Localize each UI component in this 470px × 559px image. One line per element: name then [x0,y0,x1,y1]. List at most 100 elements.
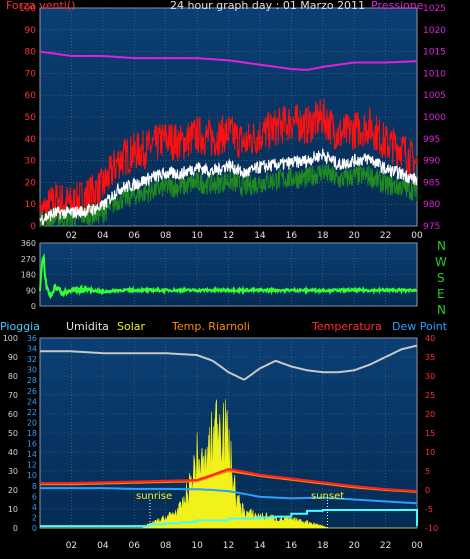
temp-ytick-20: 20 [425,410,435,419]
pressure-label: Pressione [371,0,424,12]
solar-series [40,399,417,529]
humidity-ytick-100: 100 [3,334,18,343]
rain-ytick-0: 0 [32,524,37,533]
wind-ytick-100: 100 [19,4,36,14]
humidity-ytick-40: 40 [8,448,18,457]
rain-ytick-24: 24 [27,397,37,406]
wind-xtick-00: 00 [411,231,423,241]
rain-ytick-8: 8 [32,482,37,491]
pressure-ytick-990: 990 [423,157,440,167]
humidity-series [40,344,418,381]
humidity-ytick-0: 0 [13,524,18,533]
sunset-label: sunset [311,491,345,502]
temp-ytick--10: -10 [425,524,438,533]
compass-n-top: N [437,239,446,253]
humidity-ytick-80: 80 [8,372,18,381]
climate-xtick-20: 20 [348,541,360,551]
rain-ytick-28: 28 [27,376,37,385]
wind-xtick-14: 14 [254,231,266,241]
direction-ytick-270: 270 [21,255,36,264]
pressure-ytick-1000: 1000 [423,113,446,123]
temp-ytick-35: 35 [425,353,435,362]
temp-ytick-40: 40 [425,334,435,343]
solar-label: Solar [117,320,146,333]
wind-ytick-60: 60 [25,91,37,101]
pressure-ytick-1015: 1015 [423,48,446,58]
pressure-ytick-1010: 1010 [423,69,446,79]
rain-label: Pioggia [0,320,40,333]
compass-e: E [437,287,445,301]
direction-ytick-90: 90 [26,286,36,295]
chart-title: 24 hour graph day : 01 Marzo 2011 [170,0,366,12]
climate-xtick-18: 18 [317,541,329,551]
wind-xtick-06: 06 [129,231,141,241]
direction-ytick-180: 180 [21,271,36,280]
wind-xtick-18: 18 [317,231,329,241]
humidity-ytick-50: 50 [8,429,18,438]
wind-gust-series [39,98,418,227]
wind-ytick-50: 50 [25,113,37,123]
wind-speed-series [39,148,418,226]
rain-ytick-32: 32 [27,355,37,364]
climate-xtick-10: 10 [191,541,203,551]
humidity-ytick-30: 30 [8,467,18,476]
temp-ytick-30: 30 [425,372,435,381]
humidity-ytick-20: 20 [8,486,18,495]
rain-ytick-6: 6 [32,492,37,501]
temp-ytick-0: 0 [425,486,430,495]
dewpoint-series [40,487,418,505]
wind-xtick-04: 04 [97,231,109,241]
wind-ytick-90: 90 [25,26,37,36]
climate-xtick-02: 02 [66,541,77,551]
rain-ytick-34: 34 [27,345,37,354]
climate-xtick-14: 14 [254,541,266,551]
rain-ytick-16: 16 [27,440,37,449]
pressure-ytick-985: 985 [423,178,440,188]
temp-ytick--5: -5 [425,505,433,514]
rain-ytick-14: 14 [27,450,37,459]
rain-ytick-2: 2 [32,513,37,522]
temp-ytick-25: 25 [425,391,435,400]
rain-ytick-12: 12 [27,461,37,470]
pressure-ytick-995: 995 [423,135,440,145]
wind-ytick-40: 40 [25,135,37,145]
compass-s: S [437,271,445,285]
rain-ytick-22: 22 [27,408,37,417]
humidity-ytick-70: 70 [8,391,18,400]
rain-ytick-18: 18 [27,429,37,438]
rain-ytick-10: 10 [27,471,37,480]
humidity-ytick-10: 10 [8,505,18,514]
climate-xtick-22: 22 [380,541,391,551]
rain-series [40,508,418,528]
wind-ytick-30: 30 [25,157,37,167]
rain-ytick-30: 30 [27,366,37,375]
compass-n-bottom: N [437,303,446,317]
wind-xtick-08: 08 [160,231,172,241]
pressure-ytick-1005: 1005 [423,91,446,101]
temp-ytick-10: 10 [425,448,435,457]
direction-plot-area [39,242,418,307]
rain-ytick-4: 4 [32,503,37,512]
pressure-series [39,50,418,71]
climate-xtick-16: 16 [286,541,298,551]
temperature-label: Temperatura [312,320,382,333]
temp-riarnoli-label: Temp. Riarnoli [172,320,250,333]
wind-xtick-02: 02 [66,231,77,241]
temp-ytick-5: 5 [425,467,430,476]
pressure-ytick-975: 975 [423,222,440,232]
humidity-ytick-90: 90 [8,353,18,362]
rain-ytick-26: 26 [27,387,37,396]
wind-xtick-16: 16 [286,231,298,241]
wind-xtick-12: 12 [223,231,234,241]
wind-xtick-22: 22 [380,231,391,241]
wind-label: Forza venti() [6,0,76,12]
humidity-ytick-60: 60 [8,410,18,419]
direction-ytick-0: 0 [31,302,36,311]
wind-ytick-80: 80 [25,48,37,58]
humidity-label: Umidita [66,320,109,333]
pressure-ytick-1025: 1025 [423,4,446,14]
wind-ytick-0: 0 [30,222,36,232]
dewpoint-label: Dew Point [392,320,448,333]
